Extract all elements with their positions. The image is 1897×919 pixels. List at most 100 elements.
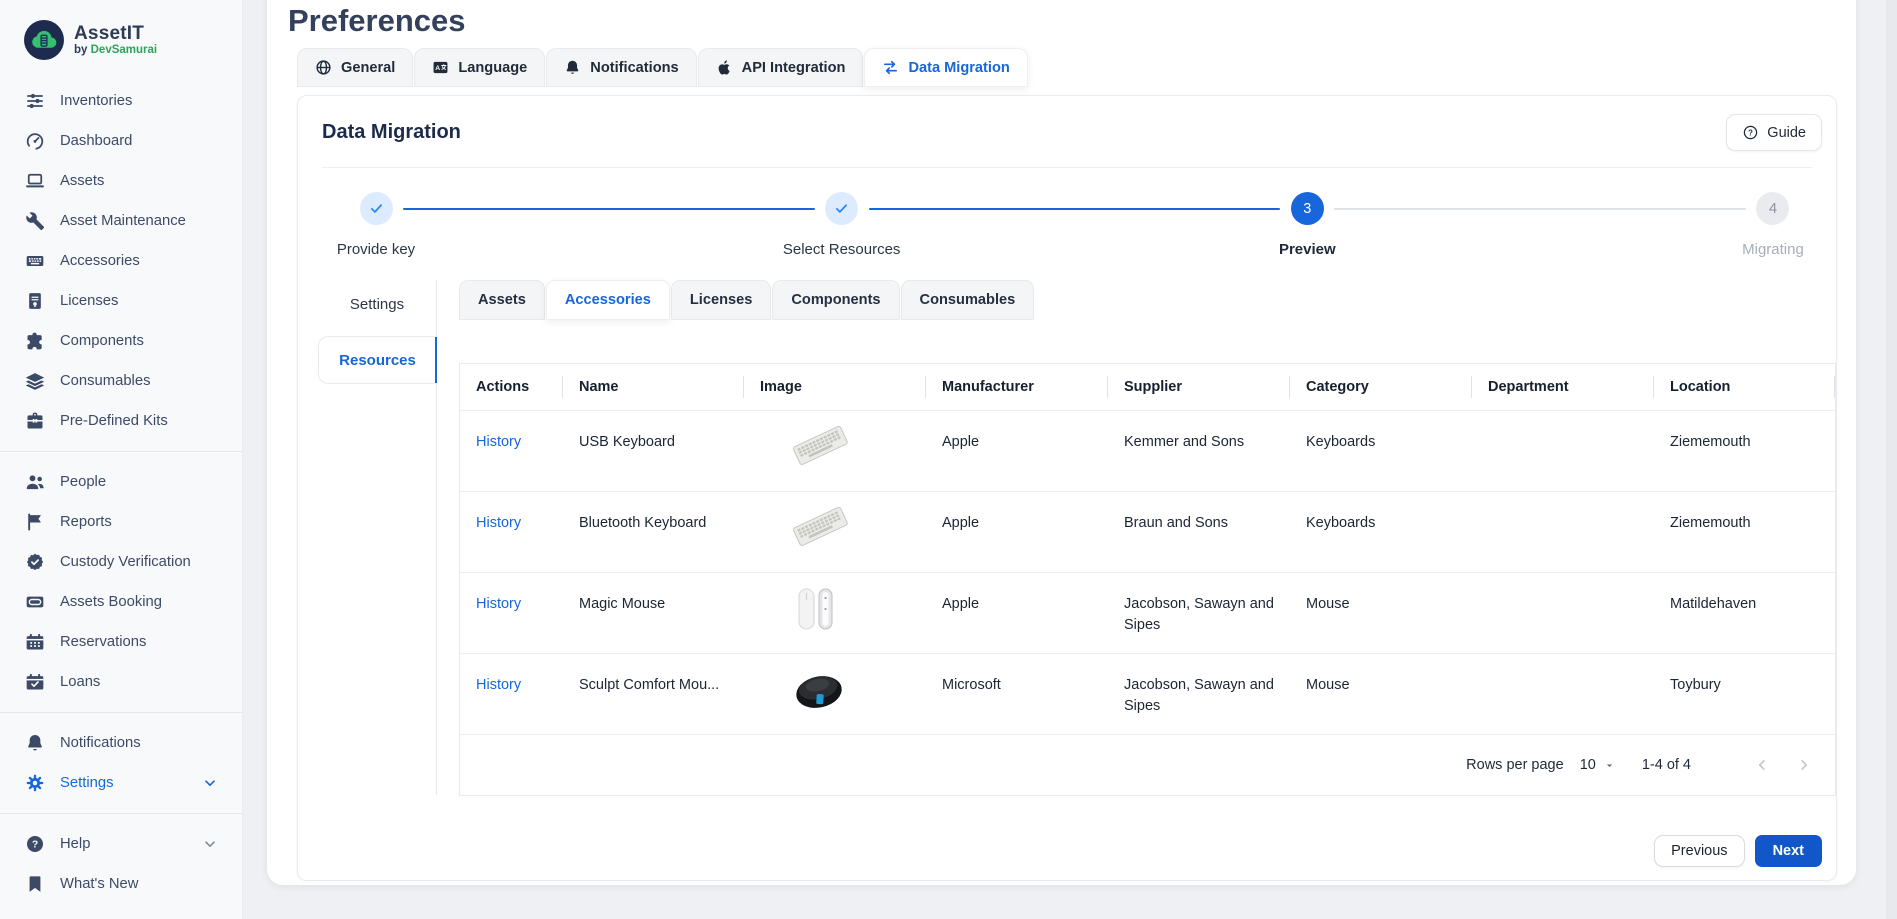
name-cell: USB Keyboard — [579, 433, 675, 450]
step-preview: 3 Preview — [1187, 192, 1427, 258]
name-cell: Bluetooth Keyboard — [579, 514, 707, 531]
manufacturer-cell: Apple — [942, 595, 980, 612]
bookmark-icon — [25, 874, 45, 894]
sidebar-divider — [0, 712, 242, 713]
sidebar-item-consumables[interactable]: Consumables — [0, 361, 242, 401]
manufacturer-cell: Microsoft — [942, 676, 1001, 693]
sidebar-item-inventories[interactable]: Inventories — [0, 81, 242, 121]
sidebar-item-reports[interactable]: Reports — [0, 502, 242, 542]
brand[interactable]: AssetIT by DevSamurai — [0, 0, 242, 72]
migration-tab-resources[interactable]: Resources — [318, 336, 437, 384]
sidebar-item-people[interactable]: People — [0, 462, 242, 502]
supplier-cell: Jacobson, Sawayn and Sipes — [1124, 595, 1274, 633]
page-title: Preferences — [288, 3, 466, 38]
keyboard-icon — [25, 251, 45, 271]
history-link[interactable]: History — [476, 433, 522, 450]
table-row: History Bluetooth Keyboard Apple Braun and … — [460, 491, 1835, 572]
sidebar-item-asset-maintenance[interactable]: Asset Maintenance — [0, 201, 242, 241]
supplier-cell: Jacobson, Sawayn and Sipes — [1124, 676, 1274, 714]
resource-tab-accessories[interactable]: Accessories — [545, 280, 670, 320]
sidebar-item-help[interactable]: ? Help — [0, 824, 242, 864]
product-image-magic-mouse — [788, 585, 844, 640]
product-image-keyboard — [788, 505, 852, 558]
stepper-connector — [403, 208, 815, 210]
sidebar-item-label: Licenses — [60, 293, 119, 309]
guide-button[interactable]: ? Guide — [1726, 114, 1822, 151]
next-button[interactable]: Next — [1754, 835, 1822, 867]
tab-notifications[interactable]: Notifications — [546, 48, 697, 87]
sidebar-item-assets-booking[interactable]: Assets Booking — [0, 582, 242, 622]
step-check-icon — [825, 192, 859, 225]
previous-page-button[interactable] — [1749, 752, 1775, 778]
sidebar-item-loans[interactable]: Loans — [0, 662, 242, 702]
app-byline: by DevSamurai — [74, 44, 157, 56]
brand-text: AssetIT by DevSamurai — [74, 22, 157, 57]
step-check-icon — [359, 192, 393, 225]
license-icon — [25, 291, 45, 311]
sidebar-item-label: Components — [60, 333, 144, 349]
category-cell: Mouse — [1306, 676, 1350, 693]
image-cell — [744, 572, 926, 653]
sidebar-item-label: Help — [60, 836, 91, 852]
actions-cell: History — [460, 491, 563, 572]
sidebar-item-label: Reservations — [60, 634, 147, 650]
sidebar-item-what-s-new[interactable]: What's New — [0, 864, 242, 904]
sidebar-item-label: Dashboard — [60, 133, 133, 149]
history-link[interactable]: History — [476, 595, 522, 612]
category-cell: Keyboards — [1306, 433, 1376, 450]
sidebar-item-components[interactable]: Components — [0, 321, 242, 361]
transfer-icon — [882, 59, 899, 76]
sidebar-item-label: What's New — [60, 876, 139, 892]
sidebar-item-accessories[interactable]: Accessories — [0, 241, 242, 281]
divider — [322, 167, 1812, 168]
sidebar-item-label: Assets Booking — [60, 594, 162, 610]
department-cell — [1472, 491, 1654, 572]
resource-tab-licenses[interactable]: Licenses — [670, 280, 772, 320]
resource-tab-components[interactable]: Components — [772, 280, 900, 320]
name-cell: Sculpt Comfort Mou... — [579, 676, 720, 693]
previous-button[interactable]: Previous — [1654, 835, 1745, 867]
byline-brand: DevSamurai — [90, 44, 158, 57]
sidebar-nav: Inventories Dashboard Assets Asset Maintena… — [0, 72, 242, 904]
migration-tab-settings[interactable]: Settings — [318, 280, 436, 328]
history-link[interactable]: History — [476, 676, 522, 693]
tab-language[interactable]: A Language — [414, 48, 546, 87]
step-label: Provide key — [336, 241, 416, 258]
table-row: History Sculpt Comfort Mou... Microsoft Jac… — [460, 653, 1835, 734]
apple-icon — [716, 59, 733, 76]
pagination-range: 1-4 of 4 — [1641, 757, 1691, 773]
resource-tab-consumables[interactable]: Consumables — [900, 280, 1035, 320]
app-title: AssetIT — [74, 22, 145, 44]
tab-data-migration[interactable]: Data Migration — [864, 48, 1028, 87]
svg-text:?: ? — [1748, 128, 1753, 137]
sidebar-item-custody-verification[interactable]: Custody Verification — [0, 542, 242, 582]
scrollbar[interactable] — [1886, 0, 1897, 919]
sidebar-item-pre-defined-kits[interactable]: Pre-Defined Kits — [0, 401, 242, 441]
card-header: Data Migration ? Guide — [298, 96, 1836, 151]
migration-tab-label: Resources — [339, 351, 416, 369]
column-header-name: Name — [563, 364, 744, 410]
history-link[interactable]: History — [476, 514, 522, 531]
sidebar-item-dashboard[interactable]: Dashboard — [0, 121, 242, 161]
step-number: 3 — [1290, 192, 1324, 225]
resource-tab-label: Assets — [478, 292, 526, 308]
sidebar-item-settings[interactable]: Settings — [0, 763, 242, 803]
next-page-button[interactable] — [1791, 752, 1817, 778]
globe-icon — [315, 59, 332, 76]
chevron-right-icon — [1801, 760, 1808, 770]
badge-check-icon — [25, 552, 45, 572]
rows-per-page-label: Rows per page — [1466, 757, 1564, 773]
sidebar-item-licenses[interactable]: Licenses — [0, 281, 242, 321]
wrench-icon — [25, 211, 45, 231]
tab-general[interactable]: General — [297, 48, 414, 87]
sidebar-item-notifications[interactable]: Notifications — [0, 723, 242, 763]
resource-tab-label: Consumables — [919, 292, 1016, 308]
sidebar-item-label: Custody Verification — [60, 554, 191, 570]
sidebar-item-assets[interactable]: Assets — [0, 161, 242, 201]
tab-api-integration[interactable]: API Integration — [697, 48, 864, 87]
flag-icon — [25, 512, 45, 532]
rows-per-page-select[interactable]: 10 — [1580, 757, 1616, 773]
layers-icon — [25, 371, 45, 391]
sidebar-item-reservations[interactable]: Reservations — [0, 622, 242, 662]
resource-tab-assets[interactable]: Assets — [459, 280, 545, 320]
